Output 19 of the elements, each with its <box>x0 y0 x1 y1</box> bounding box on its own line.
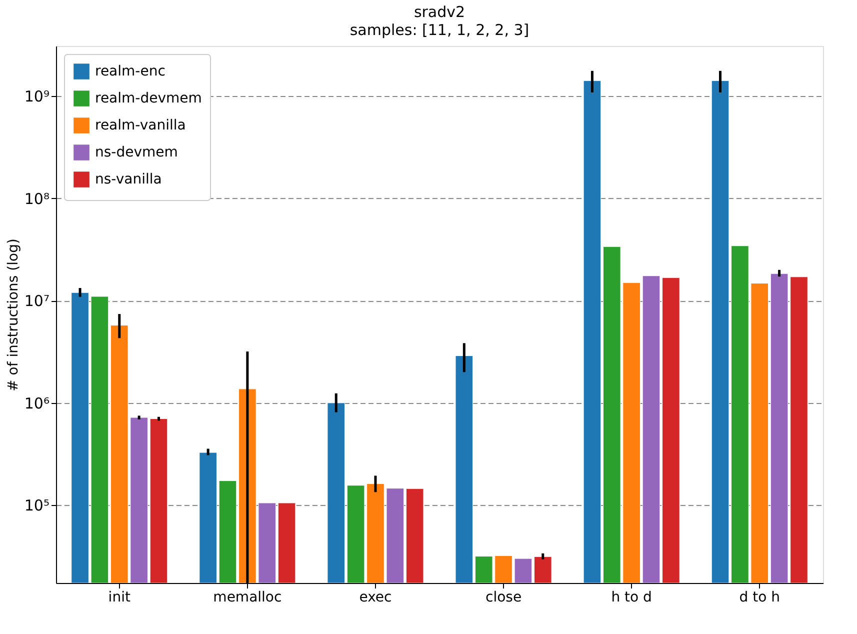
chart-subtitle: samples: [11, 1, 2, 2, 3] <box>350 21 530 39</box>
y-tick-label: 10⁸ <box>24 190 50 208</box>
legend-label: ns-devmem <box>95 144 178 160</box>
y-tick-label: 10⁶ <box>24 394 50 412</box>
x-tick-label: memalloc <box>213 590 282 606</box>
x-tick-label: h to d <box>611 590 652 606</box>
chart-title: sradv2 <box>414 3 466 21</box>
y-tick-label: 10⁹ <box>24 88 50 106</box>
x-tick-label: d to h <box>739 590 780 606</box>
y-tick-label: 10⁷ <box>24 292 50 310</box>
legend-label: realm-vanilla <box>95 118 186 134</box>
x-tick-label: exec <box>359 590 392 606</box>
x-tick-label: close <box>485 590 522 606</box>
y-tick-label: 10⁵ <box>24 496 50 515</box>
legend-label: realm-devmem <box>95 90 202 106</box>
legend-label: realm-enc <box>95 64 166 80</box>
y-axis-title: # of instructions (log) <box>5 238 22 392</box>
legend-label: ns-vanilla <box>95 172 162 188</box>
x-tick-label: init <box>108 590 131 606</box>
